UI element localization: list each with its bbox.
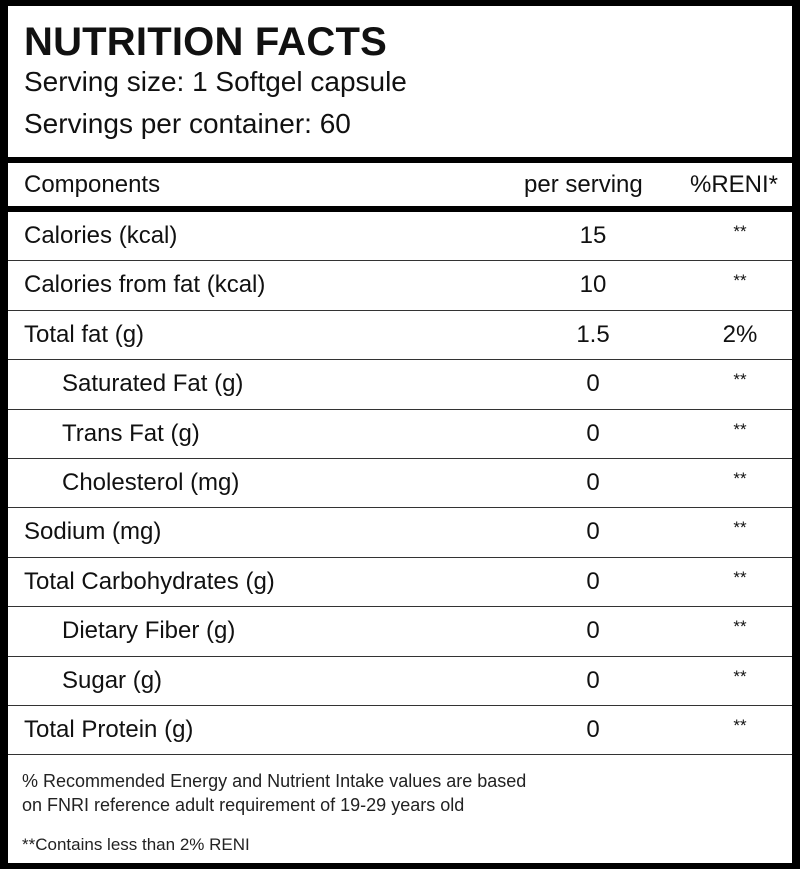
- per-serving: 10: [579, 271, 607, 299]
- reni-value: **: [733, 222, 747, 241]
- reni-value: **: [733, 469, 747, 488]
- component-name: Calories from fat (kcal): [24, 271, 266, 299]
- table-row: Calories (kcal) 15 **: [8, 212, 792, 262]
- reni-value: **: [733, 370, 747, 390]
- component-name: Saturated Fat (g): [62, 370, 244, 398]
- column-header: Components: [24, 171, 161, 198]
- component-name: Total Carbohydrates (g): [24, 567, 275, 595]
- component-name: Total Protein (g): [24, 716, 194, 743]
- title: NUTRITION FACTS: [24, 20, 387, 64]
- table-row: Sugar (g) 0 **: [8, 657, 792, 706]
- per-serving: 0: [586, 419, 600, 447]
- component-name: Trans Fat (g): [62, 419, 200, 447]
- per-serving: 0: [586, 716, 600, 743]
- component-name: Total fat (g): [24, 320, 145, 348]
- note-line: on FNRI reference adult requirement of 1…: [22, 795, 465, 815]
- component-name: Cholesterol (mg): [62, 469, 240, 496]
- per-serving: 0: [586, 666, 600, 694]
- per-serving: 0: [586, 567, 600, 595]
- reni-value: **: [733, 271, 747, 291]
- component-name: Calories (kcal): [24, 222, 178, 249]
- reni-value: **: [733, 716, 747, 735]
- reni-value: **: [733, 567, 747, 587]
- component-name: Dietary Fiber (g): [62, 617, 236, 645]
- component-name: Sugar (g): [62, 666, 163, 694]
- divider: [8, 206, 792, 212]
- per-serving: 0: [586, 617, 600, 645]
- per-serving: 0: [586, 469, 600, 496]
- nutrition-label: NUTRITION FACTS Serving size: 1 Softgel …: [8, 6, 792, 863]
- table-row: Cholesterol (mg) 0 **: [8, 459, 792, 509]
- reni-value: **: [733, 518, 747, 538]
- asterisk-note: **Contains less than 2% RENI: [22, 835, 250, 854]
- reni-value: **: [733, 617, 747, 637]
- per-serving: 0: [586, 518, 600, 546]
- reni-value: **: [733, 419, 747, 439]
- column-header: per serving: [524, 171, 643, 198]
- per-serving: 0: [586, 370, 600, 398]
- per-serving: 1.5: [576, 320, 610, 348]
- per-serving: 15: [579, 222, 607, 249]
- table-row: Sodium (mg) 0 **: [8, 508, 792, 558]
- servings-per-container: Servings per container: 60: [24, 108, 351, 139]
- serving-size: Serving size: 1 Softgel capsule: [24, 66, 407, 97]
- divider: [8, 157, 792, 163]
- column-header: %RENI*: [690, 171, 779, 198]
- table-row: Saturated Fat (g) 0 **: [8, 360, 792, 410]
- note-line: % Recommended Energy and Nutrient Intake…: [22, 771, 527, 791]
- table-row: Total Protein (g) 0 **: [8, 706, 792, 756]
- table-row: Total Carbohydrates (g) 0 **: [8, 558, 792, 608]
- reni-value: **: [733, 666, 747, 686]
- component-name: Sodium (mg): [24, 518, 162, 546]
- table-row: Trans Fat (g) 0 **: [8, 410, 792, 459]
- reni-value: 2%: [722, 320, 758, 348]
- table-row: Dietary Fiber (g) 0 **: [8, 607, 792, 657]
- table-row: Calories from fat (kcal) 10 **: [8, 261, 792, 311]
- table-row: Total fat (g) 1.5 2%: [8, 311, 792, 361]
